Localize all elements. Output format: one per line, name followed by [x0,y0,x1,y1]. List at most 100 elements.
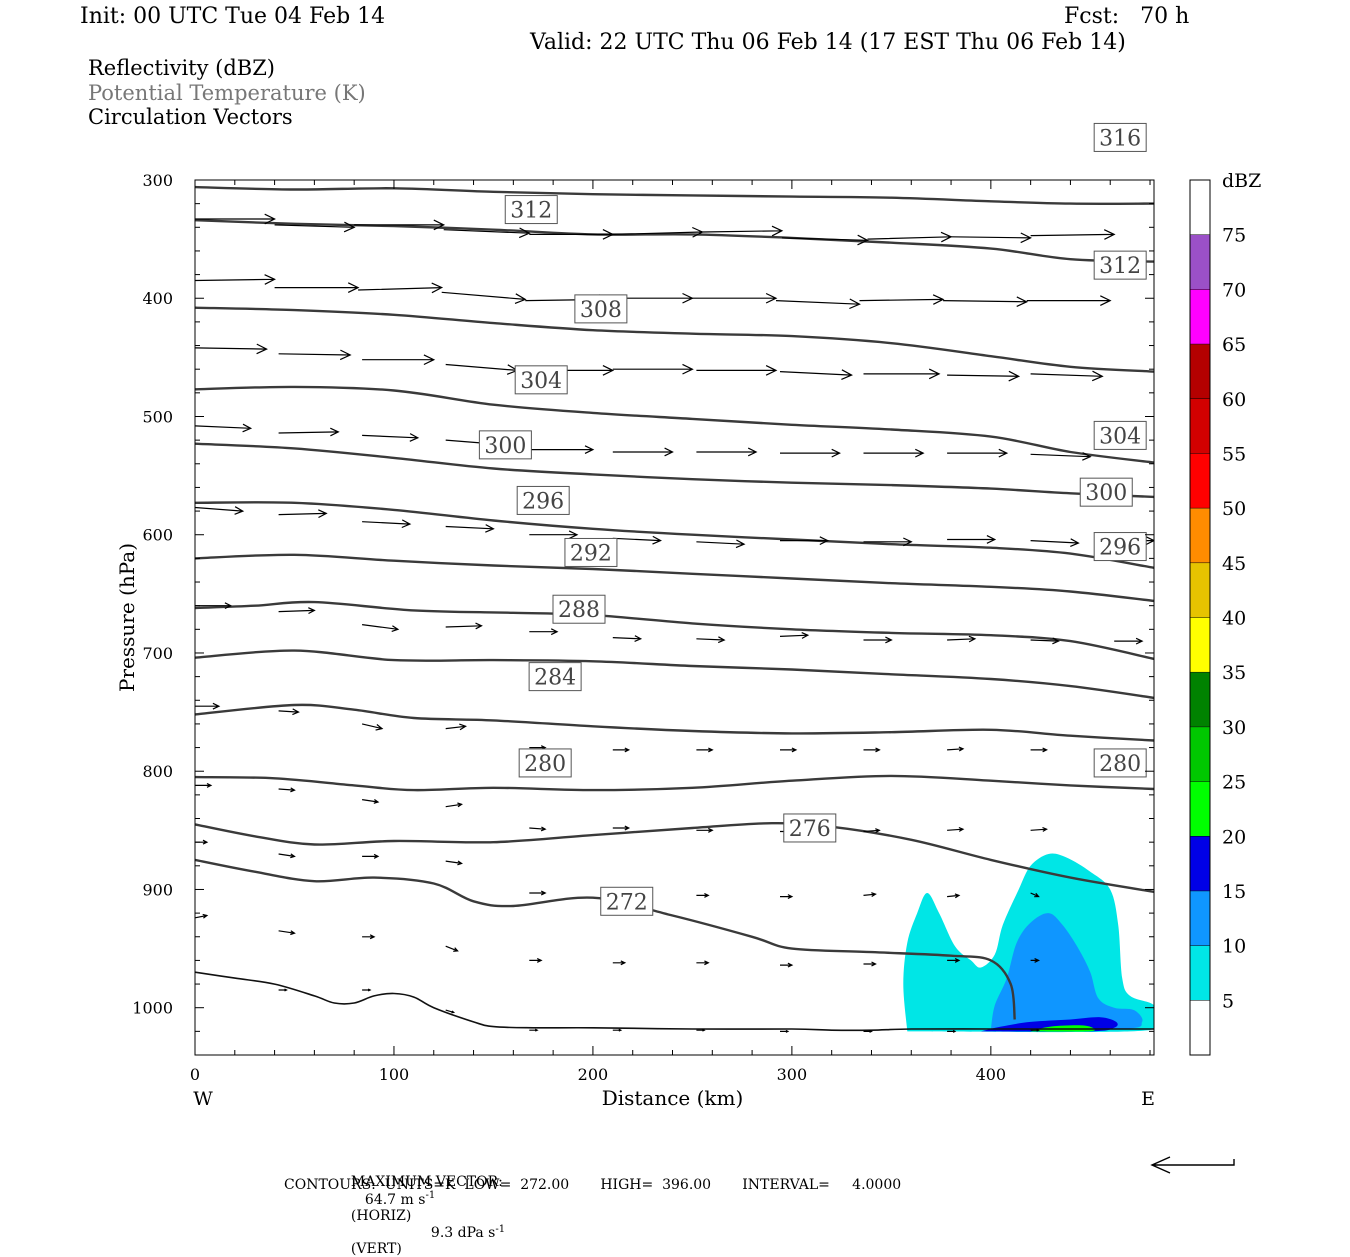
x-tick-label: 400 [976,1065,1007,1084]
circulation-vector [445,524,495,533]
circulation-vector [780,536,830,546]
circulation-vector [445,1009,456,1014]
circulation-vector [692,292,778,304]
circulation-vector [863,537,913,547]
init-time: Init: 00 UTC Tue 04 Feb 14 [80,4,386,29]
circulation-vector [278,349,352,361]
x-tick-label: 300 [777,1065,808,1084]
x-tick-label: 200 [578,1065,609,1084]
circulation-vector [947,893,961,899]
circulation-vector [696,447,758,457]
theta-contour-304 [195,442,1154,499]
circulation-vector [947,448,1009,458]
contour-label-312: 312 [510,199,552,224]
circulation-vector [781,234,869,246]
colorbar-label: 35 [1222,662,1246,684]
contour-label-box [552,594,606,624]
x-end-label-west: W [193,1088,213,1110]
colorbar-below-5 [1190,1000,1210,1055]
circulation-vector [696,539,746,549]
contour-label-300: 300 [1085,481,1127,506]
circulation-vector [780,448,841,458]
circulation-vector [1030,892,1040,898]
circulation-vector [362,433,420,442]
horiz-tag: (HORIZ) [350,1207,412,1224]
colorbar-swatch-35 [1190,617,1210,673]
colorbar-label: 10 [1222,936,1246,958]
circulation-vector [779,632,810,639]
circulation-vector [951,232,1032,244]
circulation-vector [361,723,384,731]
circulation-vector [863,961,877,967]
circulation-vector [1030,637,1060,645]
contour-label-box [564,537,618,567]
terrain-surface-line [195,971,1154,1032]
y-tick-label: 1000 [132,999,173,1018]
contour-label-276: 276 [789,817,831,842]
colorbar-swatch-65 [1190,289,1210,345]
theta-contour-288 [195,649,1154,700]
circulation-vector [947,635,977,643]
contour-label-box [1093,420,1147,450]
circulation-vector [947,746,965,752]
circulation-vector [445,363,519,375]
y-tick-label: 600 [142,526,173,545]
circulation-vector [863,892,877,898]
circulation-vector [1030,957,1040,963]
circulation-vector [779,369,853,380]
circulation-vector [947,370,1021,382]
colorbar-swatch-5 [1190,945,1210,1001]
forecast-hour: Fcst: 70 h [1064,4,1190,29]
contour-label-296: 296 [1099,536,1141,561]
circulation-vector [445,945,459,952]
theta-contour-308 [195,385,1154,464]
contour-label-308: 308 [580,298,622,323]
circulation-vector [1030,1028,1040,1032]
contour-label-box [1093,122,1147,152]
colorbar-swatch-70 [1190,234,1210,290]
y-tick-label: 300 [142,171,173,190]
circulation-vector [696,892,710,898]
colorbar-swatch-30 [1190,672,1210,727]
contour-label-304: 304 [520,369,562,394]
circulation-vector [696,636,726,644]
theta-contour-296 [195,553,1154,603]
contour-label-292: 292 [570,541,612,566]
circulation-vector [529,1028,539,1032]
contour-label-316: 316 [1099,126,1141,151]
circulation-vector [863,1029,873,1033]
circulation-vector [780,747,798,753]
theta-contour-276 [195,821,1154,893]
circulation-vector [529,826,547,832]
contour-label-box [1093,748,1147,778]
circulation-vector [612,747,631,753]
contour-label-box [518,748,572,778]
plot-frame [194,179,1155,1056]
colorbar-swatch-15 [1190,836,1210,891]
circulation-vector [195,506,245,515]
contour-info-line: CONTOURS: UNITS=K LOW= 272.00 HIGH= 396.… [284,1177,902,1193]
circulation-vector [278,427,340,437]
y-axis-title: Pressure (hPa) [115,543,139,692]
circulation-vector [362,519,412,529]
y-tick-label: 900 [142,880,173,899]
contour-label-300: 300 [484,434,526,459]
circulation-vector [947,957,961,963]
circulation-vector [445,723,467,731]
circulation-vector [612,363,694,375]
circulation-vector [1026,295,1112,306]
y-tick-label: 500 [142,407,173,426]
contour-label-box [478,430,532,460]
contour-label-box [1079,477,1133,507]
contour-label-box [600,886,654,916]
colorbar-swatch-45 [1190,508,1210,563]
contour-label-288: 288 [558,598,600,623]
contour-label-312: 312 [1099,254,1141,279]
circulation-vector [278,607,316,615]
theta-contour-300 [195,501,1154,569]
circulation-vector [696,960,710,966]
circulation-vector [612,1028,623,1032]
circulation-vector [780,962,794,968]
colorbar-swatch-10 [1190,890,1210,946]
circulation-vector [362,853,380,859]
